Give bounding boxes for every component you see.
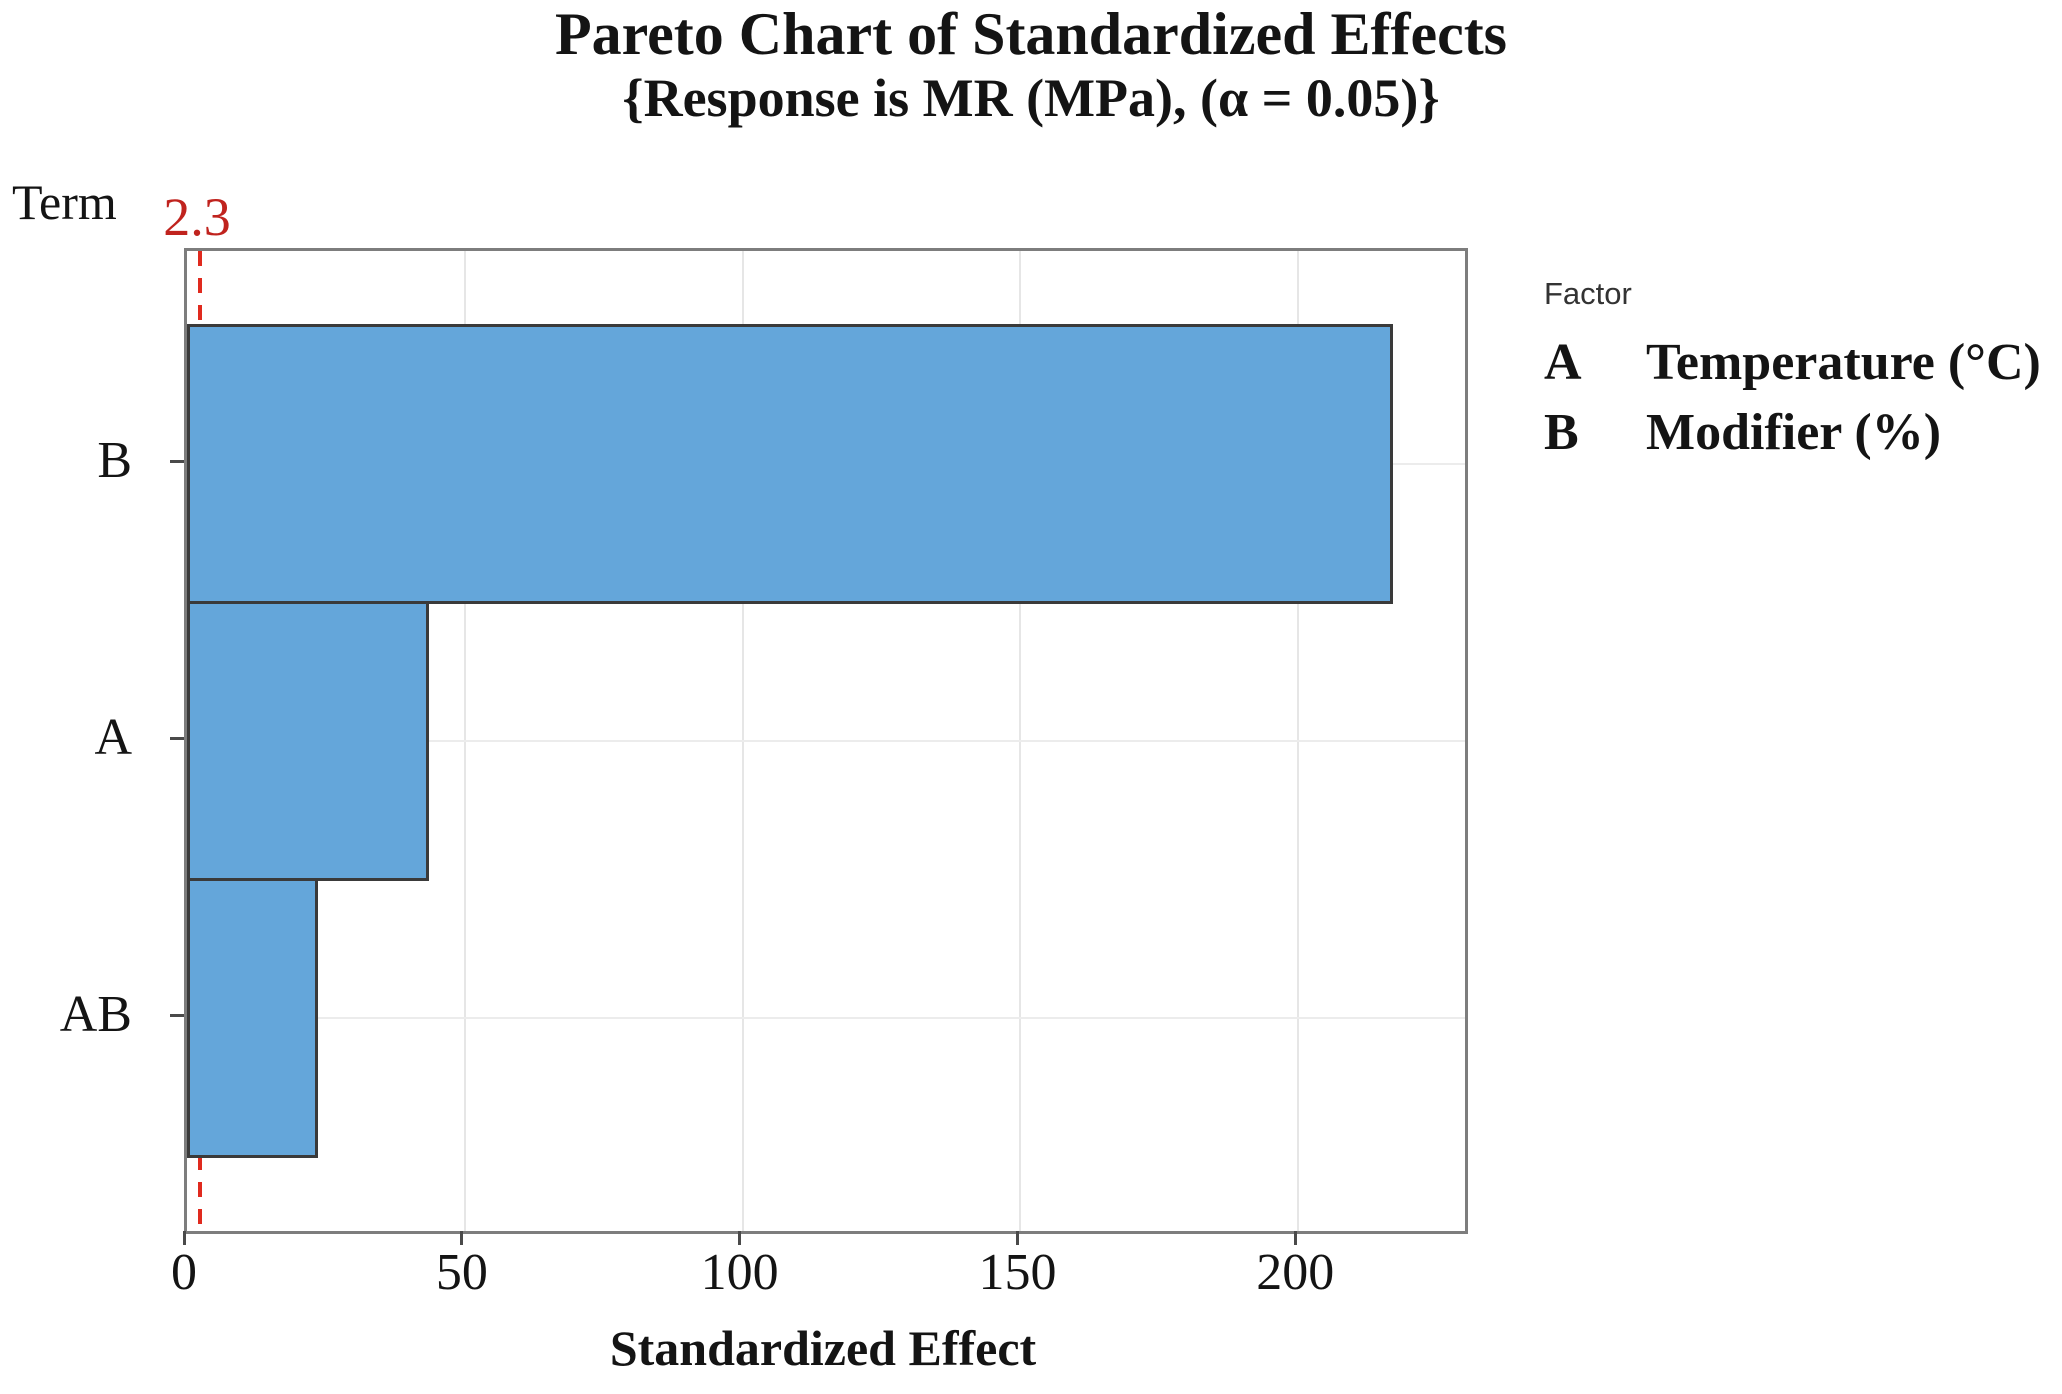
category-label-B: B	[97, 432, 132, 489]
x-tick	[182, 1231, 186, 1245]
category-label-AB: AB	[59, 986, 132, 1043]
horizontal-gridline	[187, 1017, 1465, 1019]
chart-title: Pareto Chart of Standardized Effects	[554, 1, 1508, 67]
legend-entry-label: Temperature (°C)	[1646, 334, 2041, 391]
x-axis-title: Standardized Effect	[609, 1320, 1037, 1376]
x-tick-label: 100	[700, 1244, 779, 1301]
x-tick-label: 50	[435, 1244, 488, 1301]
legend: Factor A Temperature (°C) B Modifier (%)	[1544, 276, 2041, 468]
x-tick	[738, 1231, 742, 1245]
x-tick	[1293, 1231, 1297, 1245]
bar-A	[187, 601, 429, 881]
x-tick	[1015, 1231, 1019, 1245]
legend-entry-key: A	[1544, 334, 1582, 391]
y-axis-title: Term	[12, 174, 117, 230]
legend-entry: A Temperature (°C)	[1544, 328, 2041, 398]
x-tick-label: 200	[1256, 1244, 1335, 1301]
legend-entry-label: Modifier (%)	[1646, 404, 1942, 461]
y-tick	[170, 459, 184, 463]
x-tick-label: 0	[171, 1244, 197, 1301]
bar-B	[187, 324, 1393, 604]
legend-entry: B Modifier (%)	[1544, 398, 2041, 468]
reference-line	[197, 251, 202, 324]
legend-heading: Factor	[1544, 276, 1632, 311]
reference-line-label: 2.3	[163, 187, 231, 247]
y-tick	[170, 736, 184, 740]
plot-area	[184, 248, 1468, 1234]
x-tick	[460, 1231, 464, 1245]
x-tick-label: 150	[978, 1244, 1057, 1301]
reference-line	[197, 1155, 202, 1231]
y-tick	[170, 1013, 184, 1017]
chart-subtitle: {Response is MR (MPa), (α = 0.05)}	[622, 68, 1440, 128]
category-label-A: A	[94, 709, 132, 766]
legend-entry-key: B	[1544, 404, 1579, 461]
horizontal-gridline	[187, 740, 1465, 742]
bar-AB	[187, 878, 319, 1158]
